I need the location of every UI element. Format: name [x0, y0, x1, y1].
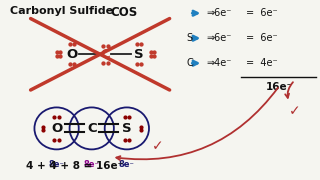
- Text: =  4e⁻: = 4e⁻: [246, 58, 278, 68]
- Text: O: O: [51, 122, 62, 135]
- Text: COS: COS: [110, 6, 137, 19]
- Text: ⇒4e⁻: ⇒4e⁻: [206, 58, 232, 68]
- Text: 8e⁻: 8e⁻: [49, 160, 65, 169]
- Text: S: S: [122, 122, 132, 135]
- Text: S: S: [187, 33, 193, 43]
- Text: ⇒6e⁻: ⇒6e⁻: [206, 33, 232, 43]
- Text: Carbonyl Sulfide: Carbonyl Sulfide: [10, 6, 113, 16]
- Text: =  6e⁻: = 6e⁻: [246, 8, 278, 18]
- Text: ✓: ✓: [289, 104, 301, 118]
- Text: 8e⁻: 8e⁻: [119, 160, 135, 169]
- FancyArrowPatch shape: [285, 82, 293, 98]
- Text: 8e⁻: 8e⁻: [84, 160, 100, 169]
- Text: 4 + 4 + 8 = 16e⁻: 4 + 4 + 8 = 16e⁻: [26, 161, 123, 171]
- Text: =  6e⁻: = 6e⁻: [246, 33, 278, 43]
- Text: ⇒6e⁻: ⇒6e⁻: [206, 8, 232, 18]
- Text: C: C: [101, 48, 110, 61]
- Text: ✓: ✓: [152, 139, 163, 153]
- Text: S: S: [134, 48, 144, 61]
- Text: C: C: [187, 58, 193, 68]
- Text: C: C: [87, 122, 97, 135]
- FancyArrowPatch shape: [116, 88, 278, 160]
- Text: 16e⁻: 16e⁻: [266, 82, 293, 92]
- Text: O: O: [66, 48, 77, 61]
